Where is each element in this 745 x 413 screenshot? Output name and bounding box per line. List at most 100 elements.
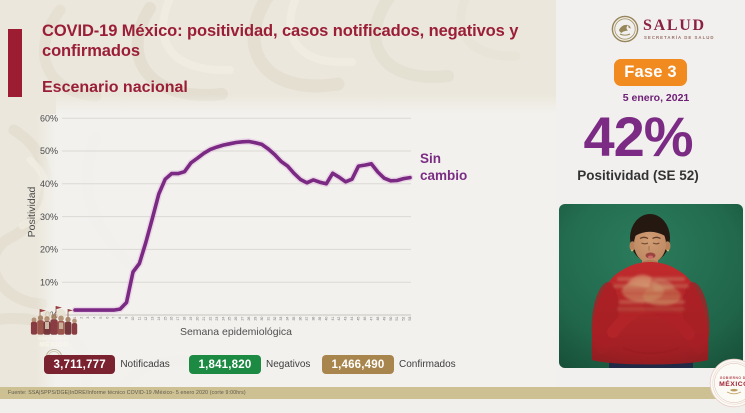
salud-sublabel: SECRETARÍA DE SALUD — [644, 34, 715, 40]
svg-text:52: 52 — [402, 317, 406, 321]
svg-text:36: 36 — [299, 317, 303, 321]
trend-annotation: Sin cambio — [420, 151, 468, 183]
svg-text:1: 1 — [73, 317, 77, 319]
svg-text:16: 16 — [170, 317, 174, 321]
svg-text:17: 17 — [176, 317, 180, 321]
svg-text:7: 7 — [112, 317, 116, 319]
stat-label: Confirmados — [398, 359, 456, 370]
svg-text:48: 48 — [376, 317, 380, 321]
svg-text:51: 51 — [395, 317, 399, 321]
svg-text:22: 22 — [208, 317, 212, 321]
gobmx-logo-line2: MÉXICO — [719, 379, 745, 388]
stat-notificadas: 3,711,777 Notificadas — [44, 355, 170, 374]
svg-text:20: 20 — [196, 317, 200, 321]
svg-text:21: 21 — [202, 317, 206, 321]
stat-label: Notificadas — [120, 359, 170, 370]
svg-text:3: 3 — [86, 317, 90, 319]
svg-text:14: 14 — [157, 317, 161, 321]
y-axis-title: Positividad — [26, 186, 38, 237]
svg-text:6: 6 — [105, 317, 109, 319]
phase-badge: Fase 3 — [614, 59, 687, 86]
svg-text:15: 15 — [163, 317, 167, 321]
sign-language-interpreter-video — [559, 204, 743, 368]
svg-text:45: 45 — [357, 317, 361, 321]
svg-text:25: 25 — [228, 317, 232, 321]
x-axis-tick-labels: 1 2 3 4 5 6 7 8 9 10 11 12 13 14 15 16 17 18 19 20 21 22 23 24 2… — [73, 317, 412, 321]
svg-text:4: 4 — [92, 317, 96, 319]
svg-text:18: 18 — [183, 317, 187, 321]
svg-text:26: 26 — [234, 317, 238, 321]
svg-text:42: 42 — [337, 317, 341, 321]
svg-text:19: 19 — [189, 317, 193, 321]
svg-text:28: 28 — [247, 317, 251, 321]
positivity-value: 42% — [583, 105, 693, 168]
svg-text:46: 46 — [363, 317, 367, 321]
svg-text:2: 2 — [80, 317, 84, 319]
stat-label: Negativos — [265, 359, 311, 370]
svg-text:40: 40 — [324, 317, 328, 321]
title-accent-bar — [8, 29, 22, 97]
svg-text:10%: 10% — [40, 277, 58, 287]
svg-text:31: 31 — [266, 317, 270, 321]
svg-text:35: 35 — [292, 317, 296, 321]
svg-text:27: 27 — [241, 317, 245, 321]
svg-text:60%: 60% — [40, 113, 58, 123]
svg-text:41: 41 — [331, 317, 335, 321]
salud-seal-icon — [611, 15, 639, 43]
positivity-line-chart: 0%10%20%30%40%50%60%12345678910111213141… — [26, 113, 414, 338]
report-date: 5 enero, 2021 — [622, 92, 690, 104]
series-line — [73, 139, 412, 312]
heroes-emblem-line2: MÉXICO — [39, 340, 69, 349]
svg-text:10: 10 — [131, 317, 135, 321]
svg-text:5: 5 — [99, 317, 103, 319]
gobmx-heroes-emblem: GOBIERNO DE MÉXICO — [30, 306, 78, 366]
svg-text:12: 12 — [144, 317, 148, 321]
svg-text:49: 49 — [382, 317, 386, 321]
source-strip: Fuente: SSA|SPPS/DGE|InDRE/Informe técni… — [0, 387, 745, 399]
svg-text:29: 29 — [253, 317, 257, 321]
stat-negativos: 1,841,820 Negativos — [189, 355, 310, 374]
bottom-strip — [0, 399, 745, 413]
stat-pill: 1,841,820 — [189, 355, 261, 374]
salud-logo: SALUD SECRETARÍA DE SALUD — [611, 14, 731, 46]
svg-text:8: 8 — [118, 317, 122, 319]
source-text: Fuente: SSA|SPPS/DGE|InDRE/Informe técni… — [8, 389, 246, 396]
page-title: COVID-19 México: positividad, casos noti… — [42, 22, 519, 60]
stat-pill: 3,711,777 — [44, 355, 116, 374]
stat-confirmados: 1,466,490 Confirmados — [322, 355, 456, 374]
svg-text:30: 30 — [260, 317, 264, 321]
svg-text:47: 47 — [369, 317, 373, 321]
svg-text:32: 32 — [273, 317, 277, 321]
gobmx-circle-logo: GOBIERNO DE MÉXICO — [709, 358, 745, 408]
svg-text:24: 24 — [221, 317, 225, 321]
positivity-caption: Positividad (SE 52) — [577, 168, 699, 183]
svg-text:13: 13 — [150, 317, 154, 321]
x-axis-title: Semana epidemiológica — [180, 326, 292, 338]
svg-text:30%: 30% — [40, 212, 58, 222]
svg-text:9: 9 — [125, 317, 129, 319]
svg-text:44: 44 — [350, 317, 354, 321]
svg-text:34: 34 — [286, 317, 290, 321]
page-subtitle: Escenario nacional — [42, 79, 188, 96]
svg-text:43: 43 — [344, 317, 348, 321]
svg-text:33: 33 — [279, 317, 283, 321]
gridlines — [62, 117, 411, 316]
svg-text:53: 53 — [408, 317, 412, 321]
y-axis-tick-labels: 0%10%20%30%40%50%60% — [40, 113, 58, 320]
gobmx-logo-line1: GOBIERNO DE — [720, 376, 745, 380]
svg-text:50%: 50% — [40, 146, 58, 156]
svg-text:20%: 20% — [40, 245, 58, 255]
svg-text:50: 50 — [389, 317, 393, 321]
salud-wordmark: SALUD — [643, 17, 706, 34]
chart-panel-background — [56, 114, 556, 387]
heroes-emblem-line1: GOBIERNO DE — [38, 337, 70, 341]
heroes-figures — [30, 309, 78, 335]
svg-text:39: 39 — [318, 317, 322, 321]
svg-text:37: 37 — [305, 317, 309, 321]
stat-pill: 1,466,490 — [322, 355, 394, 374]
svg-text:38: 38 — [311, 317, 315, 321]
svg-text:23: 23 — [215, 317, 219, 321]
svg-text:40%: 40% — [40, 179, 58, 189]
svg-text:11: 11 — [138, 317, 142, 321]
